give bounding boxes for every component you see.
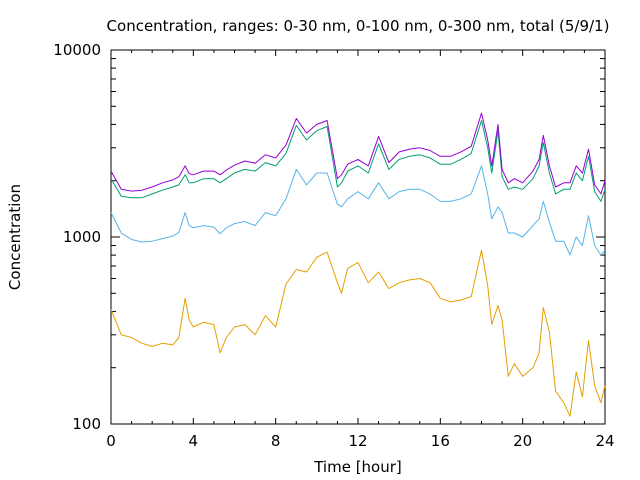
x-tick-label: 20 — [513, 432, 532, 450]
series-group — [110, 112, 606, 417]
x-tick-label: 4 — [189, 432, 199, 450]
chart-title: Concentration, ranges: 0-30 nm, 0-100 nm… — [107, 17, 610, 35]
series-line-4 — [110, 112, 606, 195]
series-line-2 — [110, 165, 606, 256]
series-line-3 — [110, 120, 606, 202]
series-line-1 — [110, 249, 606, 417]
x-axis-label: Time [hour] — [313, 458, 402, 476]
y-axis-label: Concentration — [6, 184, 24, 290]
plot-frame — [110, 49, 606, 425]
axis-ticks: 0 4 8 12 16 20 24 100 1000 10000 — [53, 41, 614, 450]
x-tick-label: 24 — [595, 432, 614, 450]
x-tick-label: 16 — [431, 432, 450, 450]
y-tick-label: 10000 — [53, 41, 101, 59]
y-tick-label: 100 — [72, 415, 101, 433]
x-tick-label: 0 — [106, 432, 116, 450]
x-tick-label: 8 — [271, 432, 281, 450]
x-tick-label: 12 — [348, 432, 367, 450]
y-tick-label: 1000 — [63, 228, 101, 246]
